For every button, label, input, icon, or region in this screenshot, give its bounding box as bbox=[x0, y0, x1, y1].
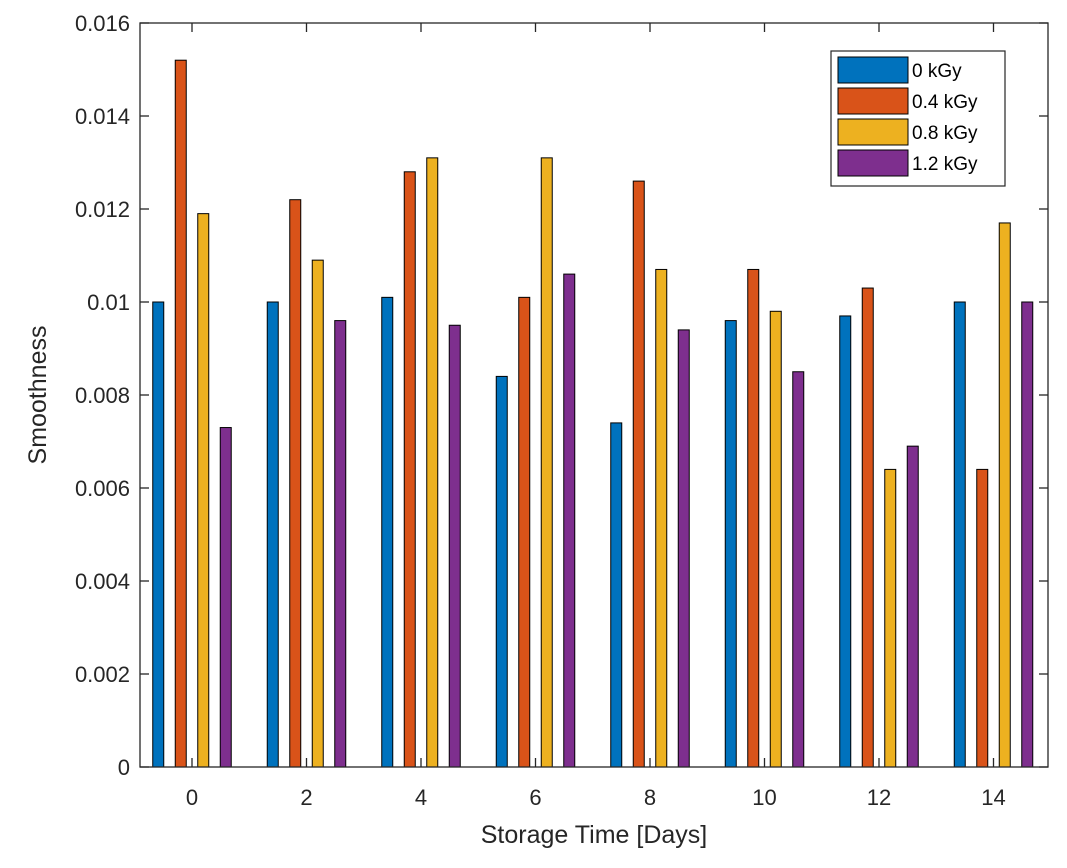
bar bbox=[998, 222, 1011, 768]
bar bbox=[563, 273, 576, 768]
bar bbox=[884, 468, 897, 768]
ticks-layer: 0 0.002 0.004 0.006 0.008 0.01 0.012 0.014 0.016… bbox=[75, 11, 1048, 810]
x-tick-label: 6 bbox=[529, 785, 541, 810]
legend-swatch bbox=[837, 56, 909, 84]
y-tick-label: 0 bbox=[118, 755, 130, 780]
y-tick-label: 0.01 bbox=[87, 290, 130, 315]
legend-label: 0.4 kGy bbox=[912, 92, 978, 113]
bar bbox=[655, 268, 668, 768]
y-tick-label: 0.008 bbox=[75, 383, 130, 408]
bar bbox=[677, 329, 690, 768]
x-tick-label: 4 bbox=[415, 785, 427, 810]
bar bbox=[448, 324, 461, 768]
x-tick-label: 8 bbox=[644, 785, 656, 810]
y-axis-title: Smoothness bbox=[24, 326, 52, 465]
bar bbox=[152, 301, 165, 768]
bar bbox=[747, 268, 760, 768]
bar bbox=[197, 213, 210, 768]
y-tick-label: 0.002 bbox=[75, 662, 130, 687]
bar bbox=[289, 199, 302, 768]
x-tick-label: 12 bbox=[867, 785, 891, 810]
bar bbox=[839, 315, 852, 768]
bar bbox=[1021, 301, 1034, 768]
x-tick-label: 2 bbox=[300, 785, 312, 810]
y-tick-label: 0.012 bbox=[75, 197, 130, 222]
bar bbox=[266, 301, 279, 768]
y-tick-label: 0.006 bbox=[75, 476, 130, 501]
x-axis-title: Storage Time [Days] bbox=[481, 821, 707, 849]
bar bbox=[403, 171, 416, 768]
bar bbox=[632, 180, 645, 768]
bar bbox=[426, 157, 439, 768]
y-tick-label: 0.016 bbox=[75, 11, 130, 36]
legend: 0 kGy 0.4 kGy 0.8 kGy 1.2 kGy bbox=[830, 50, 1006, 187]
bar bbox=[724, 320, 737, 768]
bar bbox=[906, 445, 919, 768]
y-tick-label: 0.014 bbox=[75, 104, 130, 129]
bar bbox=[518, 296, 531, 768]
legend-label: 0 kGy bbox=[912, 61, 962, 82]
bar bbox=[769, 310, 782, 768]
x-tick-label: 10 bbox=[752, 785, 776, 810]
bar bbox=[174, 59, 187, 768]
legend-label: 1.2 kGy bbox=[912, 154, 978, 175]
legend-swatch bbox=[837, 118, 909, 146]
bar bbox=[976, 468, 989, 768]
bar bbox=[219, 427, 232, 768]
bar bbox=[381, 296, 394, 768]
bar bbox=[311, 259, 324, 768]
x-tick-label: 14 bbox=[981, 785, 1005, 810]
bar bbox=[792, 371, 805, 768]
bar bbox=[610, 422, 623, 768]
bar bbox=[334, 320, 347, 768]
legend-swatch bbox=[837, 87, 909, 115]
bar bbox=[495, 375, 508, 768]
x-tick-label: 0 bbox=[186, 785, 198, 810]
bar bbox=[953, 301, 966, 768]
bar bbox=[540, 157, 553, 768]
legend-swatch bbox=[837, 149, 909, 177]
bar bbox=[861, 287, 874, 768]
y-tick-label: 0.004 bbox=[75, 569, 130, 594]
legend-label: 0.8 kGy bbox=[912, 123, 978, 144]
